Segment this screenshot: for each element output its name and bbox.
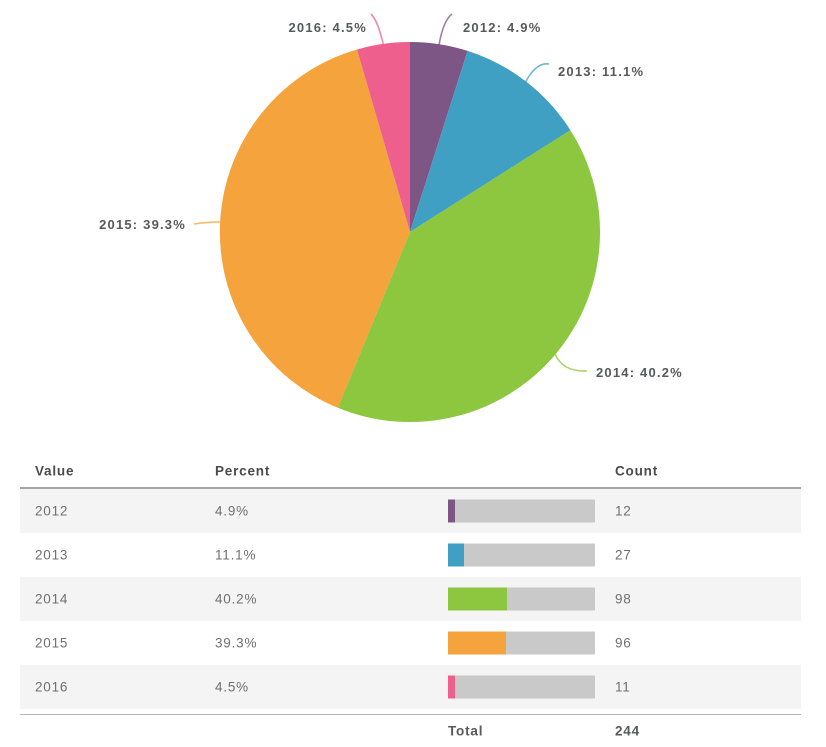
leader-line-2014 xyxy=(554,353,588,372)
column-header-count: Count xyxy=(615,463,658,479)
cell-percent: 39.3% xyxy=(215,635,258,651)
pie-label-2013: 2013: 11.1% xyxy=(558,64,644,79)
pie-label-2012: 2012: 4.9% xyxy=(463,20,542,35)
cell-percent: 11.1% xyxy=(215,547,257,563)
distribution-bar-fill xyxy=(448,631,506,655)
distribution-bar xyxy=(448,499,595,523)
distribution-bar-fill xyxy=(448,675,455,699)
column-header-percent: Percent xyxy=(215,463,271,479)
leader-line-2015 xyxy=(193,221,222,225)
distribution-bar-fill xyxy=(448,587,508,611)
distribution-bar xyxy=(448,631,595,655)
pie-label-2015: 2015: 39.3% xyxy=(99,217,186,232)
distribution-bar-fill xyxy=(448,543,465,567)
table-footer-row: Total 244 xyxy=(20,715,801,747)
table-header-row: Value Percent Count xyxy=(20,455,801,489)
distribution-bar xyxy=(448,675,595,699)
table-row-2012: 2012 4.9% 12 xyxy=(20,489,801,533)
table-footer-divider xyxy=(20,714,801,715)
leader-line-2012 xyxy=(438,13,453,46)
cell-percent: 40.2% xyxy=(215,591,258,607)
pie-slice-2012[interactable] xyxy=(410,41,468,232)
cell-count: 11 xyxy=(615,679,631,695)
pie-chart: 2012: 4.9% 2013: 11.1% 2014: 40.2% 2015: 39… xyxy=(99,13,683,423)
cell-percent: 4.9% xyxy=(215,503,249,519)
pie-label-2016: 2016: 4.5% xyxy=(289,20,368,35)
leader-line-2013 xyxy=(524,63,550,83)
cell-value: 2016 xyxy=(35,679,69,695)
table-row-2013: 2013 11.1% 27 xyxy=(20,533,801,577)
cell-count: 12 xyxy=(615,503,632,519)
cell-count: 98 xyxy=(615,591,632,607)
table-row-2014: 2014 40.2% 98 xyxy=(20,577,801,621)
total-count: 244 xyxy=(615,723,640,739)
pie-slice-2014[interactable] xyxy=(337,130,601,423)
column-header-value: Value xyxy=(35,463,75,479)
cell-value: 2015 xyxy=(35,635,69,651)
pie-slice-2013[interactable] xyxy=(410,50,571,233)
cell-value: 2013 xyxy=(35,547,69,563)
pie-label-2014: 2014: 40.2% xyxy=(596,365,683,380)
cell-count: 27 xyxy=(615,547,632,563)
total-label: Total xyxy=(448,723,484,739)
cell-count: 96 xyxy=(615,635,632,651)
distribution-bar xyxy=(448,587,595,611)
table-row-2016: 2016 4.5% 11 xyxy=(20,665,801,709)
cell-value: 2012 xyxy=(35,503,69,519)
leader-line-2016 xyxy=(370,13,385,46)
table-row-2015: 2015 39.3% 96 xyxy=(20,621,801,665)
frequency-table: Value Percent Count 2012 4.9% 12 2013 11.1% 2… xyxy=(20,455,801,747)
cell-value: 2014 xyxy=(35,591,69,607)
table-body: 2012 4.9% 12 2013 11.1% 27 2014 40.2% 98 2015 39.3… xyxy=(20,489,801,709)
cell-percent: 4.5% xyxy=(215,679,249,695)
distribution-bar-fill xyxy=(448,499,456,523)
distribution-bar xyxy=(448,543,595,567)
pie-slice-2016[interactable] xyxy=(357,41,410,233)
pie-slice-2015[interactable] xyxy=(219,49,410,408)
